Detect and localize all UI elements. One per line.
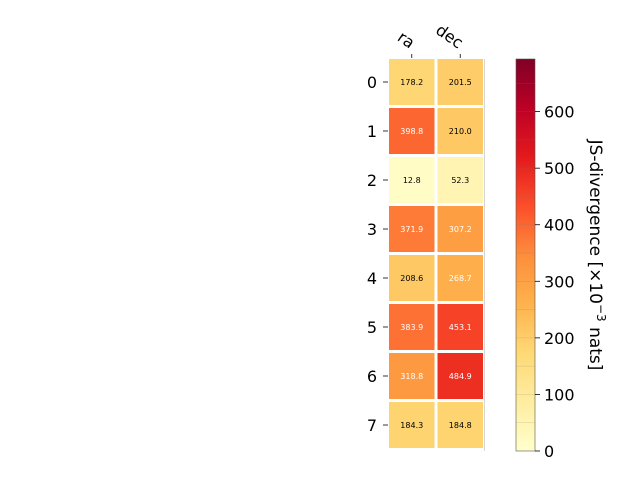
row-tick-label: 2 bbox=[367, 171, 377, 190]
heatmap-cell bbox=[437, 157, 483, 203]
heatmap-cell bbox=[437, 59, 483, 105]
heatmap-cell bbox=[389, 157, 435, 203]
colorbar-tick-label: 400 bbox=[544, 216, 575, 235]
cell-value-label: 201.5 bbox=[449, 78, 472, 87]
cell-value-label: 184.3 bbox=[400, 421, 423, 430]
row-tick-label: 3 bbox=[367, 220, 377, 239]
cell-value-label: 210.0 bbox=[449, 127, 472, 136]
cell-value-label: 178.2 bbox=[400, 78, 423, 87]
heatmap-cell bbox=[389, 206, 435, 252]
colorbar: 0 100 200 300 400 500 600 JS-divergence [×10−3… bbox=[515, 58, 608, 461]
colorbar-lines bbox=[516, 83, 535, 424]
colorbar-tick-label: 100 bbox=[544, 385, 575, 404]
heatmap-cell bbox=[389, 353, 435, 399]
row-tick-label: 7 bbox=[367, 416, 377, 435]
row-axis: 0 1 2 3 4 5 6 7 bbox=[367, 73, 388, 435]
cell-value-label: 307.2 bbox=[449, 225, 472, 234]
row-tick-label: 4 bbox=[367, 269, 377, 288]
heatmap-cell bbox=[437, 402, 483, 448]
column-tick-label: dec bbox=[432, 20, 466, 52]
column-axis: ra dec bbox=[394, 20, 467, 58]
heatmap-cell bbox=[389, 402, 435, 448]
row-tick-label: 0 bbox=[367, 73, 377, 92]
cell-value-label: 268.7 bbox=[449, 274, 472, 283]
colorbar-tick-label: 0 bbox=[544, 442, 554, 461]
heatmap-cell bbox=[389, 59, 435, 105]
cell-value-label: 398.8 bbox=[400, 127, 423, 136]
heatmap-cell bbox=[389, 108, 435, 154]
colorbar-gradient bbox=[515, 58, 536, 452]
heatmap-cell bbox=[437, 206, 483, 252]
cell-value-label: 371.9 bbox=[400, 225, 423, 234]
cell-value-label: 12.8 bbox=[403, 176, 421, 185]
row-tick-label: 6 bbox=[367, 367, 377, 386]
cell-value-label: 52.3 bbox=[451, 176, 469, 185]
heatmap-cell bbox=[437, 304, 483, 350]
heatmap-cell bbox=[437, 353, 483, 399]
heatmap-cell bbox=[389, 255, 435, 301]
heatmap-cell bbox=[437, 255, 483, 301]
row-tick-label: 1 bbox=[367, 122, 377, 141]
cell-value-label: 184.8 bbox=[449, 421, 472, 430]
heatmap-cell bbox=[437, 108, 483, 154]
heatmap-cells: 178.2 201.5 398.8 210.0 12.8 52.3 371.9 307.2 20… bbox=[389, 59, 485, 451]
heatmap-cell bbox=[389, 304, 435, 350]
colorbar-tick-label: 500 bbox=[544, 159, 575, 178]
cell-value-label: 453.1 bbox=[449, 323, 472, 332]
colorbar-tick-label: 300 bbox=[544, 272, 575, 291]
colorbar-tick-label: 200 bbox=[544, 329, 575, 348]
cell-value-label: 484.9 bbox=[449, 372, 472, 381]
colorbar-ticks: 0 100 200 300 400 500 600 bbox=[535, 103, 575, 461]
cell-value-label: 208.6 bbox=[400, 274, 423, 283]
cell-value-label: 383.9 bbox=[400, 323, 423, 332]
column-tick-label: ra bbox=[394, 27, 418, 52]
cell-value-label: 318.8 bbox=[400, 372, 423, 381]
row-tick-label: 5 bbox=[367, 318, 377, 337]
colorbar-title: JS-divergence [×10−3 nats] bbox=[585, 139, 608, 371]
colorbar-tick-label: 600 bbox=[544, 103, 575, 122]
